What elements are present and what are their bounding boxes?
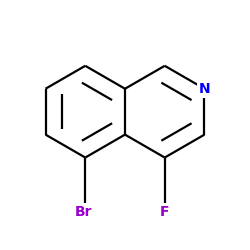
Text: Br: Br <box>75 205 92 219</box>
Text: F: F <box>160 205 170 219</box>
Text: N: N <box>199 82 210 96</box>
